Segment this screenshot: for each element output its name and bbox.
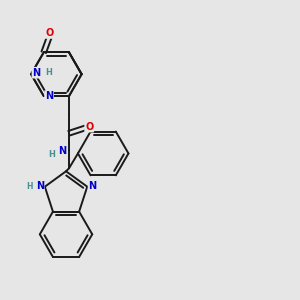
Text: O: O <box>46 28 54 38</box>
Text: H: H <box>49 149 56 158</box>
Text: N: N <box>36 181 44 191</box>
Text: H: H <box>27 182 33 191</box>
Text: H: H <box>45 68 52 77</box>
Text: N: N <box>58 146 67 156</box>
Text: N: N <box>88 181 97 191</box>
Text: N: N <box>32 68 40 78</box>
Text: O: O <box>85 122 93 132</box>
Text: N: N <box>45 91 53 101</box>
